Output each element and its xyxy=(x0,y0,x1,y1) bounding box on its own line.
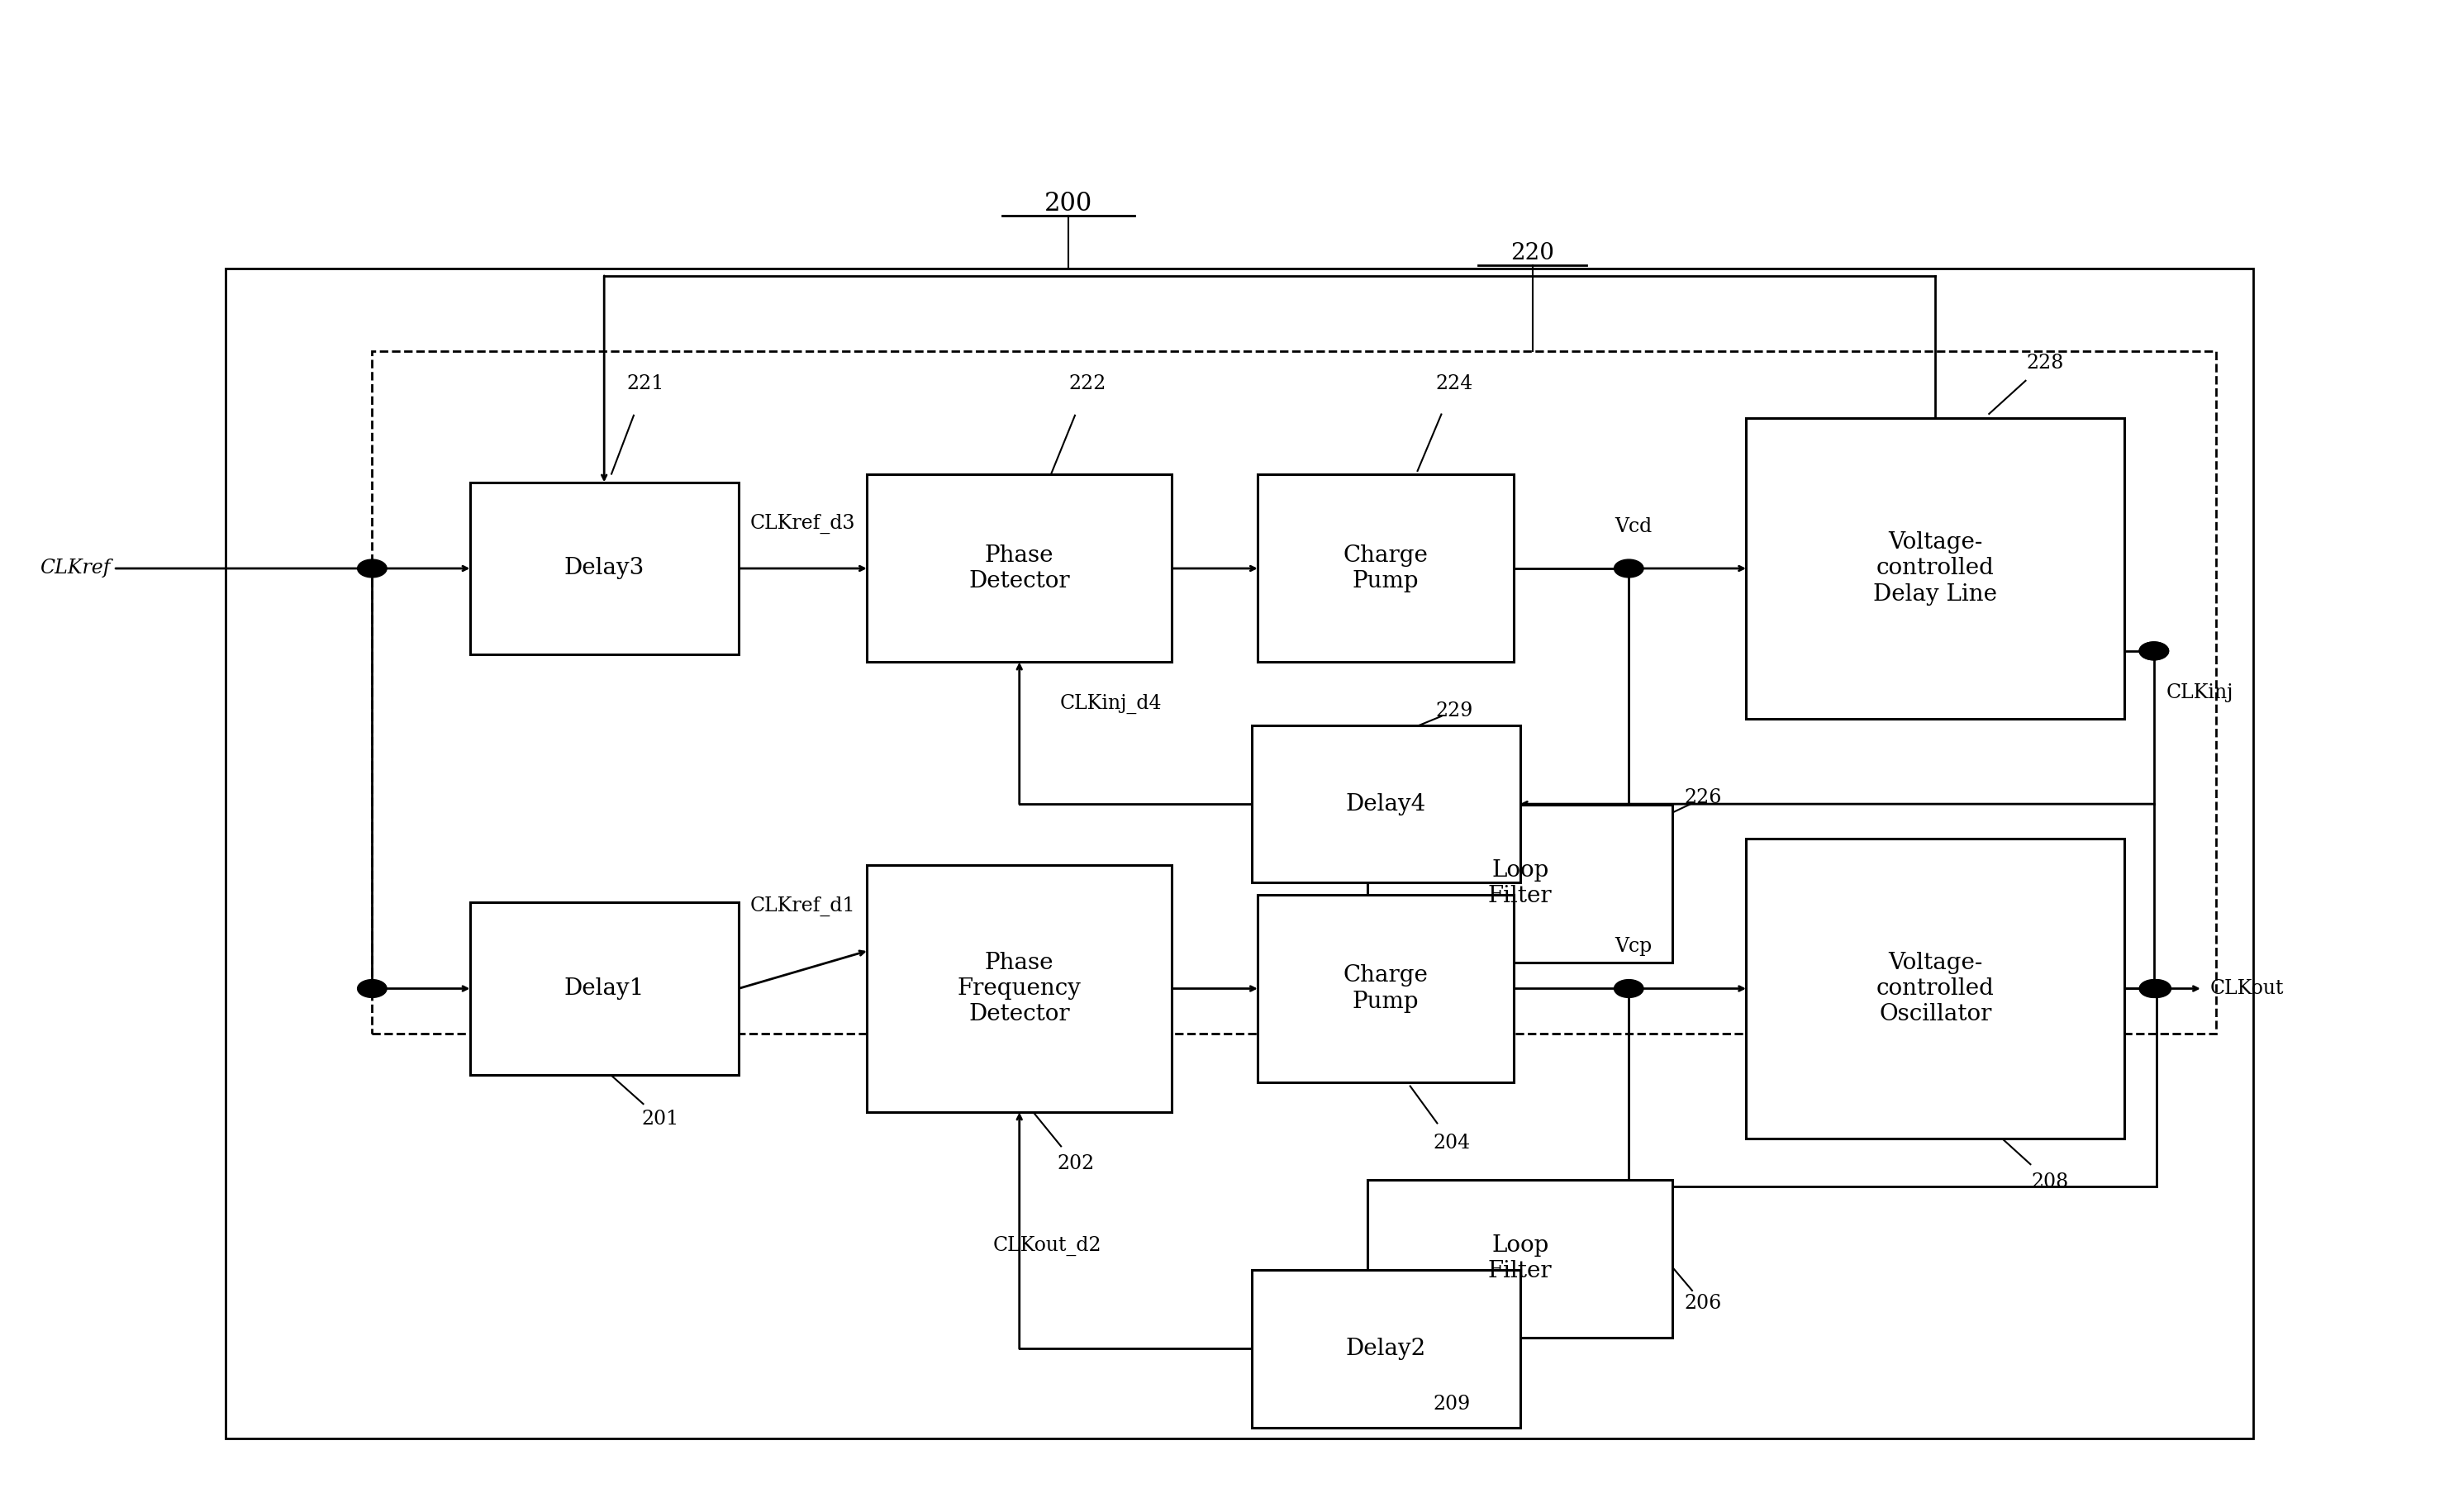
Circle shape xyxy=(1615,559,1644,578)
Text: 206: 206 xyxy=(1683,1294,1723,1314)
FancyBboxPatch shape xyxy=(469,482,739,655)
Text: CLKinj_d4: CLKinj_d4 xyxy=(1060,694,1163,714)
Text: Voltage-
controlled
Oscillator: Voltage- controlled Oscillator xyxy=(1877,951,1995,1025)
Text: Voltage-
controlled
Delay Line: Voltage- controlled Delay Line xyxy=(1872,532,1998,605)
Text: Delay4: Delay4 xyxy=(1345,792,1426,815)
Text: 221: 221 xyxy=(626,375,665,393)
Text: 200: 200 xyxy=(1043,191,1092,216)
Text: Loop
Filter: Loop Filter xyxy=(1487,859,1553,907)
Text: CLKinj: CLKinj xyxy=(2167,683,2233,703)
Text: 208: 208 xyxy=(2032,1173,2069,1191)
Text: CLKref: CLKref xyxy=(39,559,110,578)
Text: Phase
Detector: Phase Detector xyxy=(969,544,1070,593)
FancyBboxPatch shape xyxy=(866,865,1173,1113)
Text: Charge
Pump: Charge Pump xyxy=(1342,544,1428,593)
Text: CLKout: CLKout xyxy=(2211,980,2285,998)
Circle shape xyxy=(2140,980,2169,998)
Circle shape xyxy=(2140,643,2169,659)
Text: 224: 224 xyxy=(1436,375,1472,393)
Circle shape xyxy=(358,559,388,578)
Text: 220: 220 xyxy=(1509,242,1553,265)
Text: Charge
Pump: Charge Pump xyxy=(1342,965,1428,1013)
Text: CLKout_d2: CLKout_d2 xyxy=(991,1235,1102,1256)
Text: CLKref_d3: CLKref_d3 xyxy=(751,514,856,534)
Text: 202: 202 xyxy=(1058,1155,1094,1173)
Text: Vcp: Vcp xyxy=(1615,937,1652,956)
FancyBboxPatch shape xyxy=(469,903,739,1075)
Text: 209: 209 xyxy=(1433,1394,1470,1414)
FancyBboxPatch shape xyxy=(1367,804,1674,962)
Text: 228: 228 xyxy=(2027,354,2064,372)
FancyBboxPatch shape xyxy=(1252,1270,1519,1427)
Text: Delay2: Delay2 xyxy=(1345,1338,1426,1359)
FancyBboxPatch shape xyxy=(1256,895,1514,1083)
Text: Delay3: Delay3 xyxy=(564,558,645,579)
Text: 229: 229 xyxy=(1436,702,1472,721)
Text: 204: 204 xyxy=(1433,1134,1470,1152)
Text: Phase
Frequency
Detector: Phase Frequency Detector xyxy=(957,951,1082,1025)
FancyBboxPatch shape xyxy=(1252,726,1519,883)
Bar xyxy=(373,351,2216,1034)
Text: 201: 201 xyxy=(640,1110,680,1128)
FancyBboxPatch shape xyxy=(1747,419,2125,718)
Text: 226: 226 xyxy=(1683,789,1723,807)
FancyBboxPatch shape xyxy=(1367,1179,1674,1338)
Circle shape xyxy=(358,980,388,998)
Circle shape xyxy=(2142,980,2172,998)
Text: Loop
Filter: Loop Filter xyxy=(1487,1235,1553,1282)
Circle shape xyxy=(2140,643,2169,659)
Text: CLKref_d1: CLKref_d1 xyxy=(751,897,856,916)
Circle shape xyxy=(1615,980,1644,998)
FancyBboxPatch shape xyxy=(866,475,1173,662)
Text: Vcd: Vcd xyxy=(1615,517,1652,535)
Text: 222: 222 xyxy=(1070,375,1107,393)
Text: Delay1: Delay1 xyxy=(564,977,645,999)
FancyBboxPatch shape xyxy=(1747,839,2125,1139)
FancyBboxPatch shape xyxy=(1256,475,1514,662)
Bar xyxy=(226,268,2253,1439)
